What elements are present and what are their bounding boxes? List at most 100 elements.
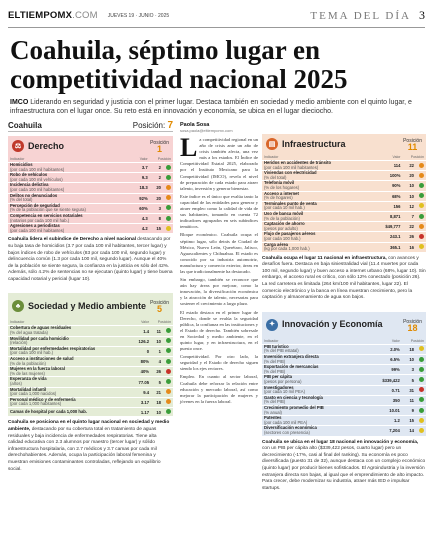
table-row: Investigadores (por cada 10 mil PEA) 0.71 3… <box>262 384 426 396</box>
status-dot-icon <box>165 195 171 201</box>
table-row: Exportación de mercancías (% del PIB) 99% 3 <box>262 364 426 375</box>
indicator-value: 60% <box>130 202 150 214</box>
indicator-name: Esperanza de vida (años) <box>8 376 132 388</box>
table-row: Cobertura de aguas residuales (% del agua… <box>8 325 173 337</box>
indicator-name: Exportación de mercancías (% del PIB) <box>262 364 367 375</box>
dek: IMCO Liderando en seguridad y justicia c… <box>10 98 423 116</box>
indicator-position: 31 <box>401 384 416 396</box>
table-row: Mujeres en la fuerza laboral (% de las mu… <box>8 366 173 377</box>
paragraph: Competitividad. Por otro lado, la seguri… <box>180 354 258 372</box>
indicator-value: 3.7 <box>130 161 150 173</box>
status-dot-icon <box>418 244 424 250</box>
status-dot-icon <box>165 338 171 344</box>
status-dot-icon <box>165 368 171 374</box>
indicator-position: 10 <box>151 335 163 347</box>
table-row: Acceso a instituciones de salud (% de la … <box>8 356 173 367</box>
dek-text: Liderando en seguridad y justicia con el… <box>10 99 412 115</box>
indicator-value: 90% <box>372 180 403 192</box>
status-dot-icon <box>418 387 424 393</box>
table-row: Uso de banca móvil (% de la población) 8,8… <box>262 210 426 222</box>
drop-cap: L <box>180 133 198 162</box>
column-right: ▤ Infraestructura Posición 11 Indicador Val… <box>262 120 426 492</box>
indicator-value: $49,777 <box>372 221 403 232</box>
indicator-name: Mortalidad infantil (por cada 1,000 nacid… <box>8 386 132 398</box>
status-dot-icon <box>418 427 424 433</box>
column-header: Indicador <box>10 157 25 161</box>
panel-derecho: ⚖ Derecho Posición 1 Indicador Valor Posició… <box>8 136 173 234</box>
indicator-value: 3.17 <box>131 396 152 408</box>
panel-caption: Coahuila se posiciona en el quinto lugar… <box>8 420 170 472</box>
indicator-position: 5 <box>151 376 163 388</box>
table-row: Delitos no denunciados (% del total) 92% 20 <box>8 192 173 204</box>
building-icon: ▤ <box>266 138 278 150</box>
indicator-name: Flujo de pasajeros aéreos (por cada 100 h… <box>262 231 373 242</box>
status-dot-icon <box>165 389 171 395</box>
indicator-position: 10 <box>151 406 163 417</box>
indicator-value: 365.1 <box>372 241 403 252</box>
column-header: Indicador <box>264 338 279 343</box>
status-dot-icon <box>418 172 424 178</box>
article-column: Paola Sosa sosa.paola@eltiempomx.com L a… <box>180 120 258 407</box>
panel-caption: Coahuila ocupa el lugar 11 nacional en i… <box>262 255 426 301</box>
indicator-position: 7 <box>402 210 416 222</box>
indicator-position: 16 <box>402 241 416 252</box>
table-row: Incidencia delictiva (por cada 100 mil ha… <box>8 182 173 194</box>
column-header: Indicador <box>264 155 279 159</box>
indicator-value: 2.0% <box>366 343 402 355</box>
indicator-table: Indicador Valor Posición Cobertura de aguas… <box>8 319 173 417</box>
table-row: Personal médico y de enfermería (por cada… <box>8 396 173 408</box>
status-dot-icon <box>165 328 171 334</box>
status-dot-icon <box>165 184 171 190</box>
indicator-name: Movilidad por cada homicidio (relación) <box>8 335 132 347</box>
panel-caption: Coahuila se ubica en el lugar 18 naciona… <box>262 439 426 491</box>
indicator-value: 40% <box>131 366 152 377</box>
indicator-position: 12 <box>402 200 416 212</box>
status-dot-icon <box>418 377 424 382</box>
panel-infraestructura: ▤ Infraestructura Posición 11 Indicador Val… <box>262 134 426 252</box>
table-row: Diversificación económica (sectores con p… <box>262 425 426 436</box>
column-header: Valor <box>391 338 400 343</box>
column-header: Posición <box>410 155 424 159</box>
column-header: Indicador <box>10 320 25 325</box>
indicator-position: 26 <box>402 231 416 242</box>
panel-header: ✦ Innovación y Economía Posición 18 <box>262 312 426 338</box>
table-row: Gasto en ciencia y tecnología (% del PIB)… <box>262 394 426 406</box>
paragraph: Este índice es el único que evalúa tanto… <box>180 193 258 230</box>
indicator-value: 68% <box>372 190 403 202</box>
brand-logo[interactable]: ELTIEMPOMX.COM <box>8 10 98 21</box>
paragraph: Sin embargo, también se reconoce que aún… <box>180 277 258 307</box>
indicator-name: Mortalidad por enfermedades respiratoria… <box>8 345 132 357</box>
indicator-value: 0.71 <box>366 384 402 396</box>
status-dot-icon <box>418 356 424 362</box>
status-dot-icon <box>165 164 171 170</box>
indicator-value: 100% <box>372 170 403 181</box>
table-row: Homicidios (por cada 100 mil habitantes) 3… <box>8 161 173 173</box>
rank-chip: Posición 18 <box>403 318 422 333</box>
indicator-name: Percepción de seguridad (% de la població… <box>8 202 131 214</box>
indicator-position: 14 <box>401 425 416 436</box>
status-dot-icon <box>165 225 171 231</box>
status-dot-icon <box>418 162 424 168</box>
indicator-position: 22 <box>402 221 416 232</box>
indicator-name: Homicidios (por cada 100 mil habitantes) <box>8 161 131 173</box>
indicator-position: 10 <box>402 180 416 192</box>
table-row: Viviendas con electricidad (% del total) 1… <box>262 170 426 181</box>
indicator-name: Cobertura de aguas residuales (% del agua… <box>8 325 132 337</box>
table-row: Terminales punto de venta (por cada 10 mi… <box>262 200 426 212</box>
indicator-name: Viviendas con electricidad (% del total) <box>262 170 373 181</box>
indicator-position: 20 <box>149 182 163 194</box>
panel-title: Innovación y Economía <box>282 319 383 330</box>
rank-chip: Posición 5 <box>150 300 169 315</box>
status-dot-icon <box>418 407 424 413</box>
indicator-value: 350 <box>366 394 402 406</box>
author-email[interactable]: sosa.paola@eltiempomx.com <box>180 128 233 133</box>
panel-header: ▤ Infraestructura Posición 11 <box>262 134 426 154</box>
column-header: Posición <box>157 320 171 325</box>
indicator-value: 114 <box>372 159 403 171</box>
table-row: Robo de vehículos (por cada 100 mil vehíc… <box>8 172 173 183</box>
indicator-position: 26 <box>151 366 163 377</box>
status-dot-icon <box>418 233 424 239</box>
indicator-name: Heridos en accidentes de tránsito (por ca… <box>262 159 373 171</box>
indicator-position: 11 <box>401 394 416 406</box>
indicator-name: Diversificación económica (sectores con p… <box>262 425 367 436</box>
